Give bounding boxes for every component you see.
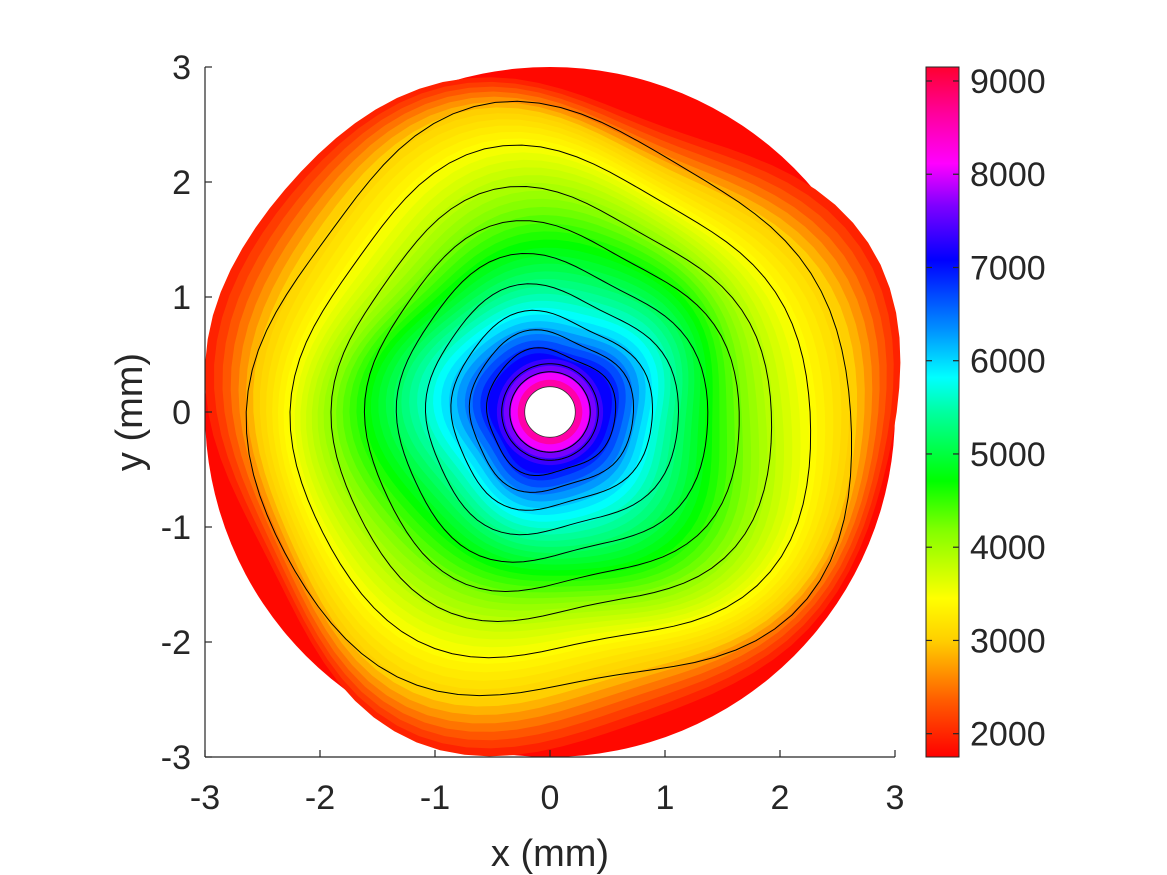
colorbar-tick-label: 7000 [970,249,1046,287]
contour-line [289,144,812,659]
contour-line [395,252,709,563]
y-tick-label: 2 [172,164,191,202]
y-tick-label: 3 [172,49,191,87]
contour-line [468,329,634,493]
x-tick-label: 0 [541,779,560,817]
y-axis-label: y (mm) [109,353,151,471]
center-hole [524,386,576,438]
colorbar-tick-label: 5000 [970,436,1046,474]
contour-line [501,363,599,461]
contour-line [424,283,680,536]
colorbar-tick-label: 4000 [970,529,1046,567]
x-axis: -3 -2 -1 0 1 2 3 [190,750,905,817]
y-tick-label: -3 [161,739,191,777]
contour-lines [245,100,852,697]
y-tick-label: 0 [172,394,191,432]
colorbar-gradient [926,67,959,757]
colorbar-tick-label: 8000 [970,156,1046,194]
colorbar: 2000 3000 4000 5000 6000 7000 8000 9000 [925,63,1046,758]
x-tick-label: -2 [305,779,335,817]
y-tick-label: 1 [172,279,191,317]
colorbar-ticks: 2000 3000 4000 5000 6000 7000 8000 9000 [926,63,1046,754]
colorbar-frame [925,66,960,758]
x-tick-label: -1 [420,779,450,817]
colorbar-tick-label: 3000 [970,622,1046,660]
colorbar-tick-label: 9000 [970,63,1046,101]
x-axis-label: x (mm) [491,833,609,875]
colorbar-tick-label: 6000 [970,343,1046,381]
x-tick-label: -3 [190,779,220,817]
x-tick-label: 1 [656,779,675,817]
contour-line [450,309,654,511]
contour-line [485,347,617,476]
filled-contour-field [205,67,901,757]
y-tick-label: -1 [161,509,191,547]
y-axis: -3 -2 -1 0 1 2 3 [161,49,212,777]
plot-area [205,67,901,757]
contour-line [245,100,852,697]
contour-line [330,185,773,623]
x-tick-label: 2 [771,779,790,817]
x-tick-label: 3 [886,779,905,817]
contour-line [363,220,740,593]
contour-line [509,371,591,453]
colorbar-tick-label: 2000 [970,716,1046,754]
y-tick-label: -2 [161,624,191,662]
